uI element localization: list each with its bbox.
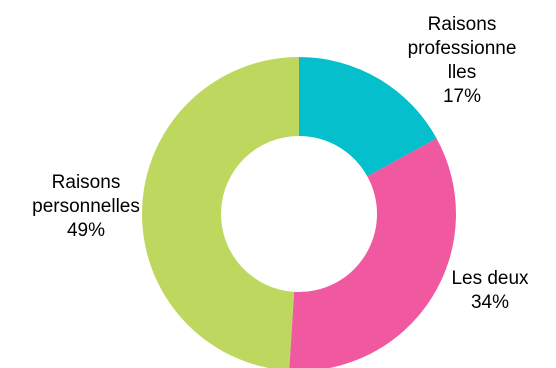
slice-name-line: professionne: [408, 38, 517, 59]
slice-name-line: Raisons: [428, 14, 497, 35]
slice-value-label: 34%: [471, 292, 509, 313]
slice-value-label: 49%: [67, 220, 105, 241]
slice-name-line: Raisons: [52, 172, 121, 193]
slice-label-2: Les deux 34%: [451, 268, 529, 313]
slice-name-line: Les deux: [451, 268, 529, 289]
donut-slice-3: [142, 57, 299, 368]
slice-name-line: lles: [448, 62, 477, 83]
slice-value-label: 17%: [443, 86, 481, 107]
slice-label-3: Raisons personnelles 49%: [32, 172, 140, 241]
slice-labels: Raisons professionne lles 17% Les deux 34% Rai…: [32, 14, 529, 313]
slice-label-1: Raisons professionne lles 17%: [408, 14, 517, 107]
donut-slice-1: [299, 57, 437, 177]
donut-slice-2: [289, 138, 456, 368]
slice-name-line: personnelles: [32, 196, 140, 217]
donut-slices: [142, 57, 456, 368]
